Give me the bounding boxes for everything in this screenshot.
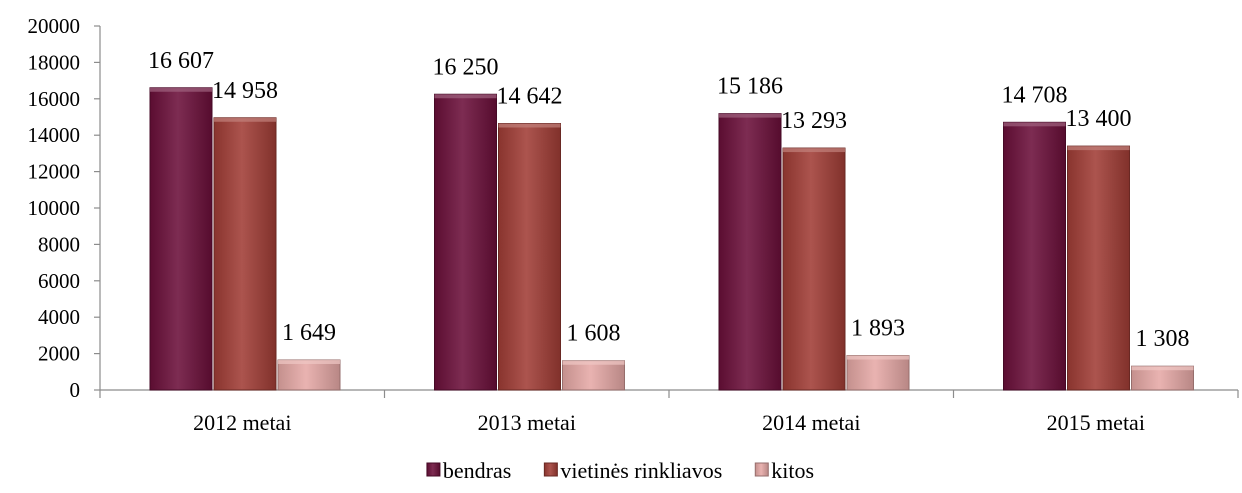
- data-labels: 16 607 16 250 15 186 14 708 14 958 14 642 13 2…: [148, 48, 1190, 352]
- x-category-label: 2015 metai: [1047, 410, 1145, 435]
- legend-label: bendras: [443, 458, 511, 483]
- y-tick-label: 8000: [38, 232, 80, 256]
- legend-swatch-0: [426, 462, 441, 477]
- bar-0-3: [1003, 121, 1066, 391]
- bar-0-0: [149, 87, 213, 391]
- legend-label: kitos: [771, 458, 814, 483]
- y-tick-label: 12000: [28, 160, 81, 184]
- data-label: 14 642: [497, 84, 563, 110]
- y-tick-label: 18000: [28, 50, 81, 74]
- bar-1-1: [498, 123, 561, 391]
- bar-top-highlight: [1131, 366, 1194, 371]
- data-label: 1 608: [567, 321, 621, 347]
- y-tick-label: 4000: [38, 305, 80, 329]
- data-label: 1 893: [851, 316, 905, 342]
- bar-2-0: [277, 359, 341, 391]
- y-tick-label: 2000: [38, 342, 80, 366]
- y-tick-label: 6000: [38, 269, 80, 293]
- x-category-label: 2012 metai: [193, 410, 291, 435]
- bar-top-highlight: [847, 355, 909, 360]
- data-label: 13 400: [1066, 106, 1132, 132]
- bar-0-1: [434, 93, 497, 391]
- legend-label: vietinės rinkliavos: [560, 458, 722, 483]
- bar-1-0: [213, 117, 277, 391]
- bars: [149, 87, 1194, 391]
- bar-1-2: [782, 147, 846, 391]
- data-label: 16 250: [433, 54, 499, 80]
- y-tick-label: 14000: [28, 123, 81, 147]
- bar-2-1: [562, 360, 625, 391]
- bar-top-highlight: [214, 117, 276, 122]
- axes: 0 2000 4000 6000 8000 10000 12000 14000 16000 180…: [28, 14, 1239, 435]
- legend-swatch-1: [543, 462, 558, 477]
- bar-top-highlight: [278, 359, 340, 364]
- legend: bendras vietinės rinkliavos kitos: [426, 458, 814, 483]
- data-label: 16 607: [148, 48, 214, 74]
- bar-2-2: [846, 355, 910, 391]
- x-category-label: 2014 metai: [762, 410, 860, 435]
- y-tick-label: 20000: [28, 14, 81, 38]
- bar-top-highlight: [1003, 122, 1066, 127]
- y-tick-label: 16000: [28, 87, 81, 111]
- bar-top-highlight: [498, 123, 561, 128]
- bar-top-highlight: [562, 360, 625, 365]
- x-category-label: 2013 metai: [478, 410, 576, 435]
- data-label: 13 293: [781, 108, 847, 134]
- bar-top-highlight: [1067, 146, 1130, 151]
- data-label: 15 186: [717, 74, 783, 100]
- bar-0-2: [718, 113, 782, 391]
- data-label: 14 708: [1002, 82, 1068, 108]
- bar-top-highlight: [150, 87, 212, 92]
- data-label: 1 649: [282, 320, 336, 346]
- y-tick-label: 0: [70, 378, 81, 402]
- bar-top-highlight: [434, 94, 497, 99]
- y-tick-label: 10000: [28, 196, 81, 220]
- bar-1-3: [1067, 145, 1130, 391]
- data-label: 1 308: [1136, 326, 1190, 352]
- legend-swatch-2: [754, 462, 769, 477]
- bar-top-highlight: [719, 113, 781, 118]
- bar-top-highlight: [783, 148, 845, 153]
- data-label: 14 958: [212, 78, 278, 104]
